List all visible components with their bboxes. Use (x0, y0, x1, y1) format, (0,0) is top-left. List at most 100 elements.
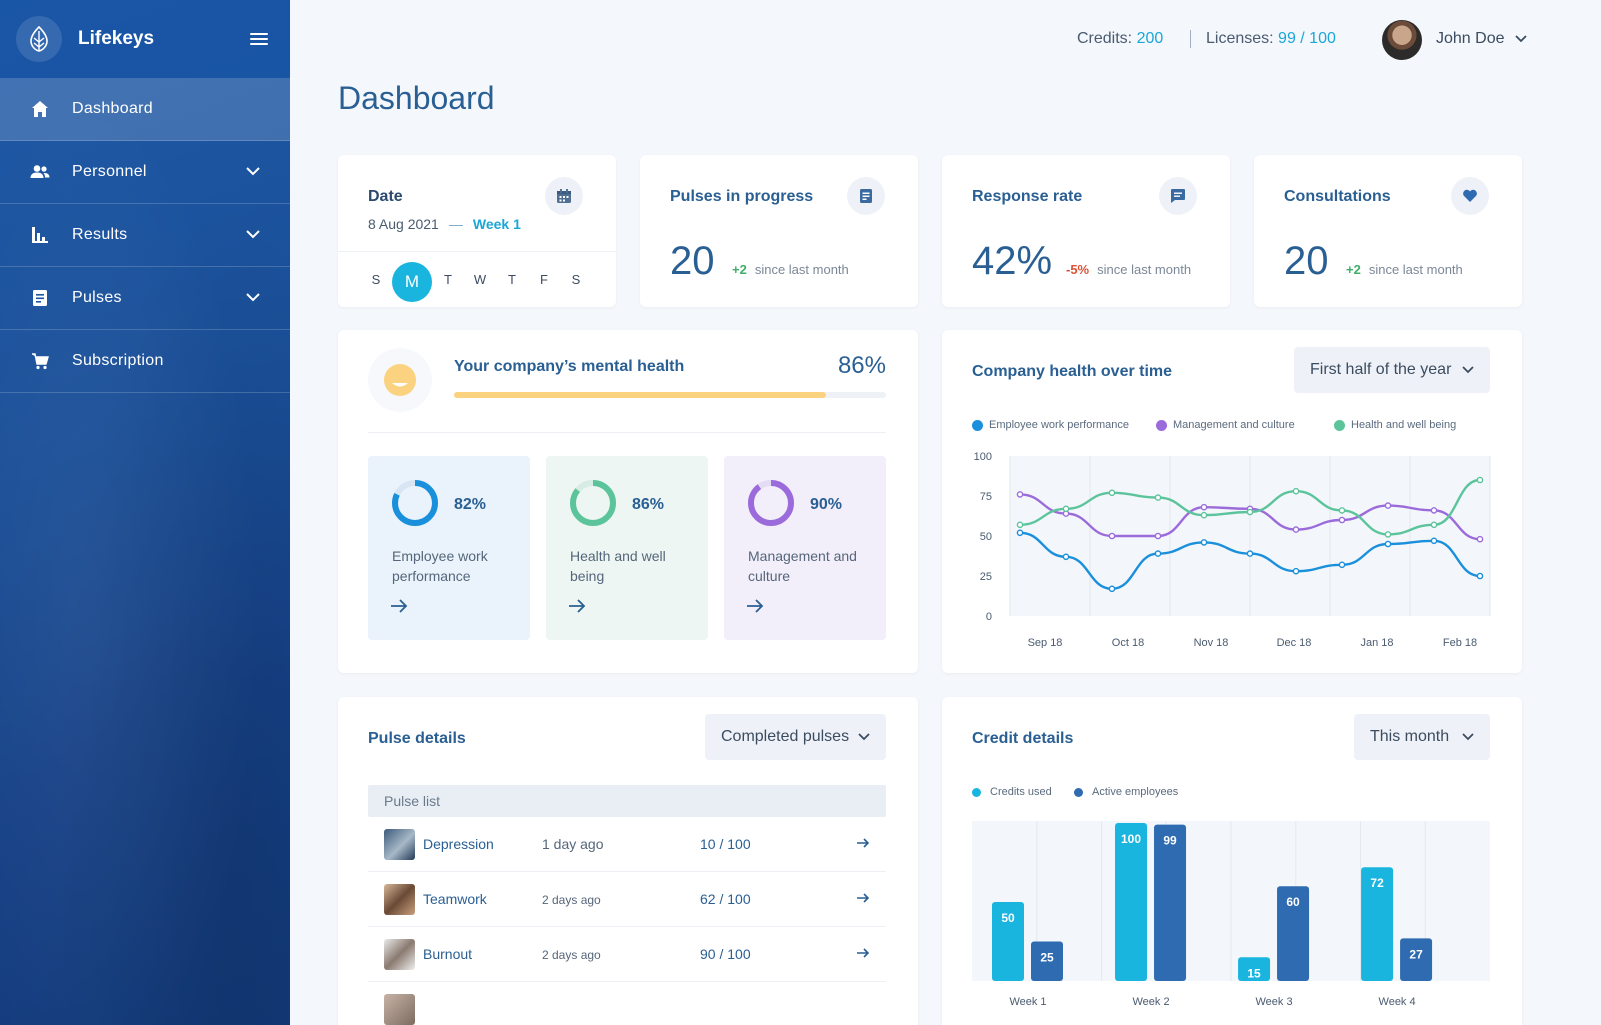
progress-ring-icon (392, 480, 438, 526)
week-label[interactable]: Week 1 (472, 216, 521, 232)
day-tuesday[interactable]: T (444, 272, 452, 287)
current-date: 8 Aug 2021 (368, 216, 439, 232)
data-point (1016, 491, 1024, 498)
data-point (1200, 511, 1208, 519)
data-point (1338, 507, 1346, 514)
bar[interactable] (1238, 957, 1271, 981)
chevron-down-icon (1462, 733, 1474, 741)
sidebar-item-personnel[interactable]: Personnel (0, 141, 290, 204)
sidebar-item-pulses[interactable]: Pulses (0, 267, 290, 330)
data-point (1200, 503, 1208, 511)
mental-health-progress (454, 392, 886, 398)
calendar-icon[interactable] (545, 177, 583, 215)
category-health-and-well-being[interactable]: 86% Health and well being (546, 456, 708, 640)
data-point (1292, 526, 1300, 533)
bar-value-label: 72 (1370, 876, 1384, 890)
chevron-down-icon[interactable] (246, 226, 260, 244)
avatar[interactable] (1382, 20, 1422, 60)
legend-label: Credits used (990, 786, 1052, 798)
legend-dot (1334, 419, 1345, 431)
date-line: 8 Aug 2021 — Week 1 (368, 216, 521, 232)
arrow-right-icon[interactable] (746, 598, 764, 614)
bar[interactable] (1400, 938, 1433, 981)
arrow-right-icon[interactable] (856, 892, 870, 904)
chat-icon[interactable] (1159, 177, 1197, 215)
bar[interactable] (992, 902, 1024, 981)
data-point (1154, 532, 1162, 540)
sidebar-item-subscription[interactable]: Subscription (0, 330, 290, 393)
brand-bar: Lifekeys (0, 0, 290, 78)
smiley-icon (368, 348, 432, 412)
day-saturday[interactable]: S (571, 272, 581, 287)
bar[interactable] (1115, 823, 1148, 981)
data-point (1016, 521, 1024, 529)
chevron-down-icon[interactable] (1515, 35, 1527, 43)
stat-delta-label: since last month (754, 262, 849, 277)
data-point (1476, 535, 1484, 543)
mental-health-title: Your company’s mental health (454, 358, 685, 375)
credits-value: 200 (1136, 30, 1164, 47)
category-management-and-culture[interactable]: 90% Management and culture (724, 456, 886, 640)
sidebar-item-results[interactable]: Results (0, 204, 290, 267)
date-dash: — (448, 216, 463, 232)
chevron-down-icon[interactable] (246, 289, 260, 307)
data-point (1108, 585, 1116, 593)
progress-ring-icon (748, 480, 794, 526)
licenses-label: Licenses: (1206, 30, 1274, 47)
bar-value-label: 60 (1286, 895, 1300, 909)
credit-period-select[interactable]: This month (1354, 714, 1490, 760)
pulse-thumbnail (384, 829, 415, 860)
cart-icon (30, 351, 50, 371)
table-row[interactable]: Burnout 2 days ago 90 / 100 (368, 927, 886, 982)
data-point (1384, 502, 1392, 509)
period-select[interactable]: First half of the year (1294, 347, 1490, 393)
table-row[interactable] (368, 982, 886, 1025)
sidebar-item-label: Personnel (72, 163, 147, 180)
document-icon[interactable] (847, 177, 885, 215)
arrow-right-icon[interactable] (856, 837, 870, 849)
category-percent: 86% (632, 496, 665, 513)
pulse-count: 90 / 100 (700, 946, 751, 962)
document-icon (30, 288, 50, 308)
lifekeys-logo-icon[interactable] (16, 16, 62, 62)
legend-label: Health and well being (1351, 419, 1457, 431)
x-tick-label: Week 4 (1379, 996, 1416, 1008)
x-tick-label: Sep 18 (1028, 637, 1063, 648)
chevron-down-icon[interactable] (246, 163, 260, 181)
date-card: Date 8 Aug 2021 — Week 1 S M T W T F S (338, 155, 616, 307)
day-friday[interactable]: F (540, 272, 548, 287)
bar[interactable] (1277, 886, 1310, 981)
pulse-filter-select[interactable]: Completed pulses (705, 714, 886, 760)
arrow-right-icon[interactable] (568, 598, 586, 614)
data-point (1384, 540, 1392, 548)
mental-health-percent: 86% (837, 352, 886, 379)
category-employee-work-performance[interactable]: 82% Employee work performance (368, 456, 530, 640)
data-point (1430, 521, 1438, 529)
user-menu[interactable]: John Doe (1436, 30, 1527, 48)
date-title: Date (368, 188, 403, 205)
category-percent: 90% (810, 496, 843, 513)
menu-toggle-icon[interactable] (250, 30, 268, 48)
stat-delta-value: +2 (1346, 262, 1361, 277)
legend-health-and-well-being: Health and well being (1334, 419, 1456, 431)
day-monday[interactable]: M (392, 262, 432, 302)
pulse-details-card: Pulse details Completed pulses Pulse lis… (338, 697, 918, 1025)
category-label: Health and well being (570, 548, 666, 584)
sidebar-item-dashboard[interactable]: Dashboard (0, 78, 290, 141)
day-sunday[interactable]: S (371, 272, 381, 287)
table-row[interactable]: Teamwork 2 days ago 62 / 100 (368, 872, 886, 927)
week-day-picker: S M T W T F S (338, 251, 616, 307)
arrow-right-icon[interactable] (390, 598, 408, 614)
credit-details-title: Credit details (972, 730, 1074, 747)
bar-value-label: 15 (1247, 966, 1261, 980)
bar[interactable] (1361, 867, 1394, 981)
day-wednesday[interactable]: W (473, 272, 487, 287)
legend-dot (1074, 787, 1083, 797)
bar[interactable] (1031, 941, 1063, 982)
bar[interactable] (1154, 824, 1187, 981)
day-thursday[interactable]: T (508, 272, 516, 287)
table-row[interactable]: Depression 1 day ago 10 / 100 (368, 817, 886, 872)
heart-icon[interactable] (1451, 177, 1489, 215)
arrow-right-icon[interactable] (856, 947, 870, 959)
bar-value-label: 50 (1001, 911, 1015, 925)
